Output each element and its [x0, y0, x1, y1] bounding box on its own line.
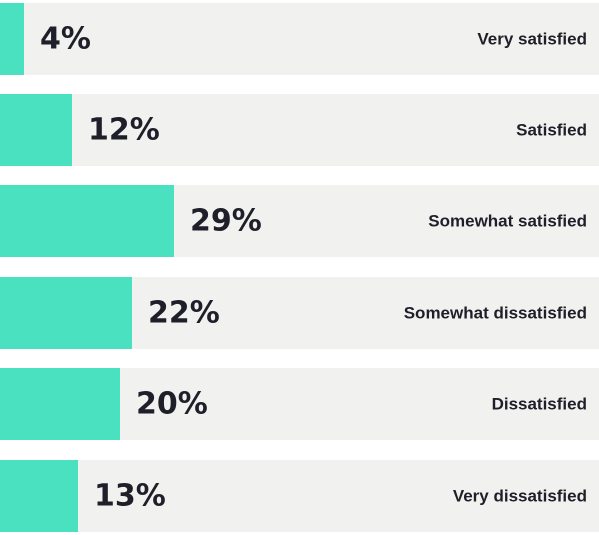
bar [0, 94, 72, 166]
category-label: Very satisfied [477, 30, 587, 49]
bar [0, 277, 132, 349]
value-label: 12% [88, 113, 160, 148]
bar [0, 3, 24, 75]
category-label: Very dissatisfied [453, 487, 587, 506]
bar [0, 368, 120, 440]
category-label: Dissatisfied [492, 395, 587, 414]
value-label: 29% [190, 204, 262, 239]
bar-track [0, 3, 599, 75]
category-label: Somewhat satisfied [428, 212, 587, 231]
bar-track [0, 94, 599, 166]
bar [0, 460, 78, 532]
value-label: 4% [40, 22, 91, 57]
value-label: 13% [94, 479, 166, 514]
bar [0, 185, 174, 257]
category-label: Somewhat dissatisfied [404, 304, 587, 323]
value-label: 20% [136, 387, 208, 422]
value-label: 22% [148, 296, 220, 331]
category-label: Satisfied [516, 121, 587, 140]
bar-track [0, 460, 599, 532]
